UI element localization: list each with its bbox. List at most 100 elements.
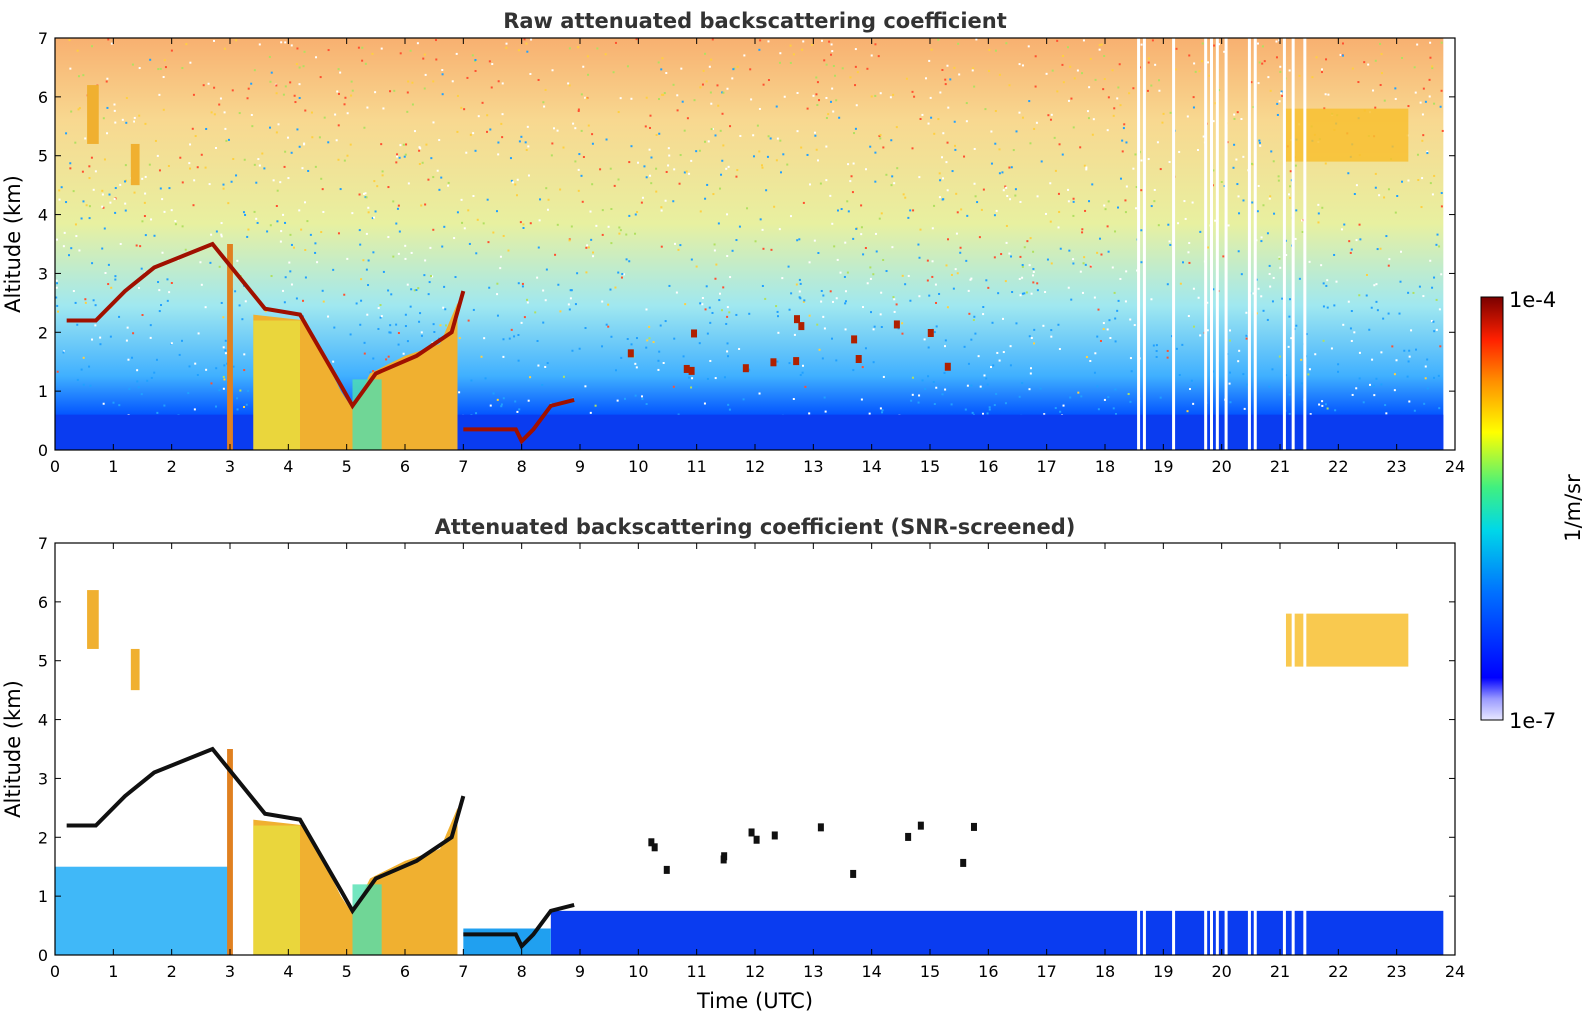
speckle: [592, 251, 595, 254]
speckle: [290, 151, 293, 154]
speckle: [1088, 86, 1091, 89]
speckle: [1152, 344, 1155, 347]
speckle: [641, 196, 644, 199]
speckle: [704, 52, 707, 55]
speckle: [726, 315, 729, 318]
data-gap: [1204, 38, 1208, 450]
speckle: [650, 182, 653, 185]
speckle: [287, 177, 290, 180]
speckle: [486, 114, 489, 117]
speckle: [295, 297, 298, 300]
speckle: [166, 299, 169, 302]
speckle: [1422, 87, 1425, 90]
speckle: [346, 112, 349, 115]
speckle: [1245, 311, 1248, 314]
speckle: [599, 168, 602, 171]
speckle: [119, 183, 122, 186]
speckle: [432, 121, 435, 124]
speckle: [984, 108, 987, 111]
speckle: [1379, 247, 1382, 250]
speckle: [648, 325, 651, 328]
speckle: [432, 323, 435, 326]
speckle: [1015, 322, 1018, 325]
speckle: [101, 247, 104, 250]
speckle: [1112, 407, 1115, 410]
speckle: [1008, 166, 1011, 169]
speckle: [1018, 277, 1021, 280]
x-tick-label: 11: [686, 457, 706, 476]
speckle: [1050, 335, 1053, 338]
data-gap: [1137, 38, 1141, 450]
speckle: [174, 223, 177, 226]
speckle: [613, 184, 616, 187]
x-tick-label: 5: [342, 962, 352, 981]
y-tick-label: 1: [38, 887, 48, 906]
speckle: [492, 231, 495, 234]
x-tick-label: 2: [167, 962, 177, 981]
speckle: [1081, 228, 1084, 231]
speckle: [490, 86, 493, 89]
speckle: [1125, 270, 1128, 273]
speckle: [124, 209, 127, 212]
x-tick-label: 6: [400, 457, 410, 476]
speckle: [604, 53, 607, 56]
speckle: [1094, 352, 1097, 355]
speckle: [1079, 270, 1082, 273]
speckle: [420, 331, 423, 334]
speckle: [505, 46, 508, 49]
speckle: [399, 144, 402, 147]
data-gap: [1253, 543, 1257, 955]
speckle: [853, 132, 856, 135]
speckle: [296, 128, 299, 131]
speckle: [1326, 306, 1329, 309]
speckle: [657, 368, 660, 371]
speckle: [1175, 347, 1178, 350]
speckle: [244, 300, 247, 303]
speckle: [496, 282, 499, 285]
speckle: [1192, 287, 1195, 290]
speckle: [1058, 210, 1061, 213]
speckle: [978, 236, 981, 239]
speckle: [971, 69, 974, 72]
speckle: [1431, 286, 1434, 289]
cloud-fragment: [917, 821, 924, 830]
speckle: [429, 275, 432, 278]
speckle: [852, 369, 855, 372]
speckle: [209, 261, 212, 264]
speckle: [407, 182, 410, 185]
speckle: [55, 296, 58, 299]
x-tick-label: 14: [861, 457, 881, 476]
speckle: [486, 130, 489, 133]
speckle: [1440, 41, 1443, 44]
speckle: [601, 345, 604, 348]
speckle: [298, 97, 301, 100]
speckle: [802, 201, 805, 204]
speckle: [758, 392, 761, 395]
speckle: [406, 340, 409, 343]
speckle: [1379, 42, 1382, 45]
speckle: [516, 178, 519, 181]
speckle: [476, 218, 479, 221]
speckle: [981, 387, 984, 390]
speckle: [944, 345, 947, 348]
speckle: [970, 277, 973, 280]
speckle: [1368, 328, 1371, 331]
speckle: [396, 155, 399, 158]
speckle: [1314, 353, 1317, 356]
speckle: [395, 222, 398, 225]
speckle: [580, 93, 583, 96]
speckle: [623, 397, 626, 400]
speckle: [690, 258, 693, 261]
speckle: [436, 169, 439, 172]
speckle: [303, 143, 306, 146]
speckle: [417, 287, 420, 290]
speckle: [893, 182, 896, 185]
speckle: [960, 208, 963, 211]
speckle: [1146, 89, 1149, 92]
heatmap-area: [55, 543, 1444, 955]
speckle: [290, 283, 293, 286]
speckle: [1281, 297, 1284, 300]
speckle: [1124, 211, 1127, 214]
speckle: [1186, 115, 1189, 118]
speckle: [1426, 152, 1429, 155]
